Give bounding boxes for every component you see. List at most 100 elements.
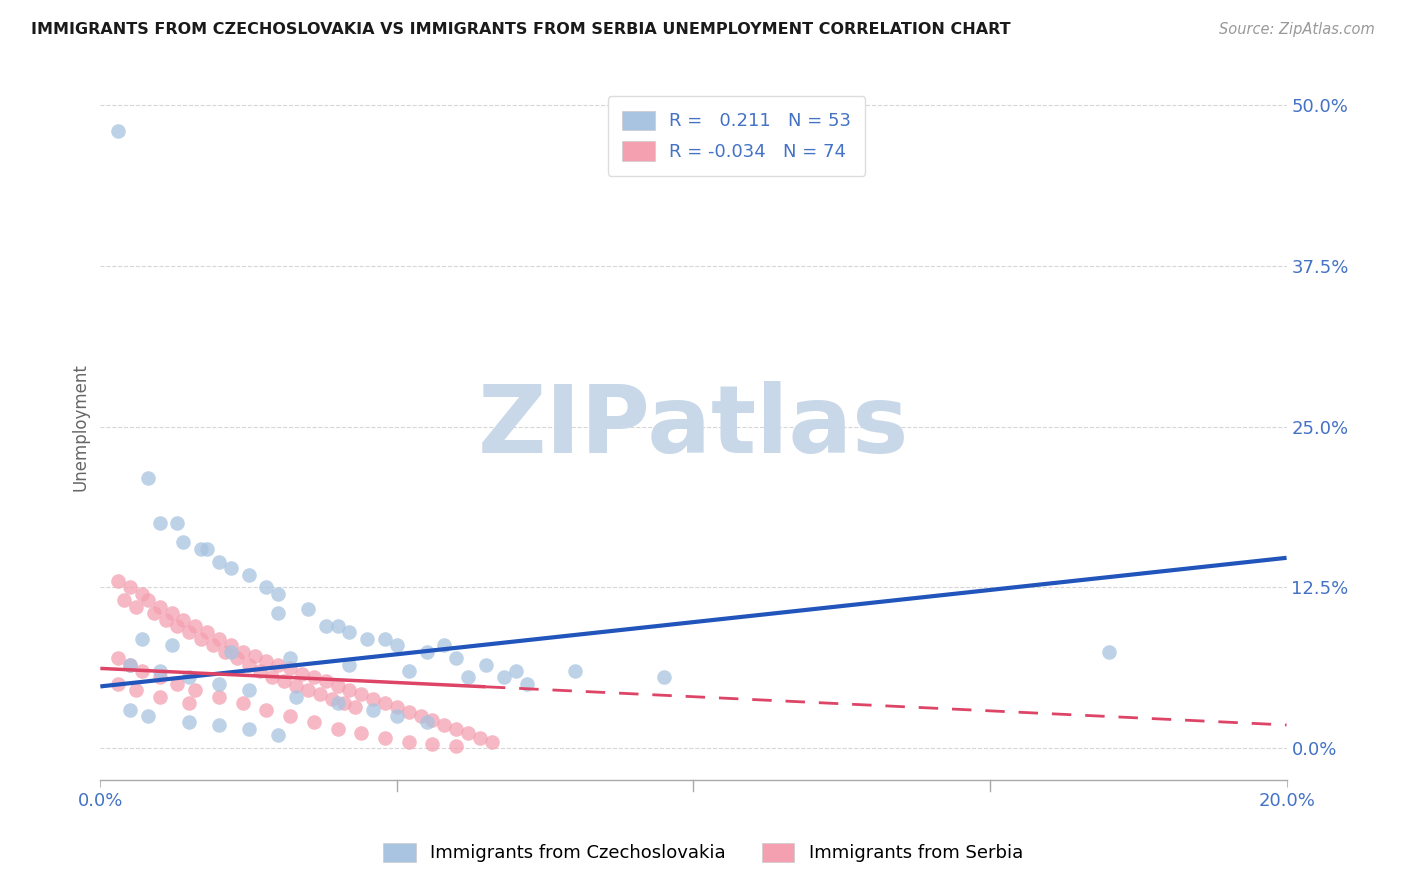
Point (160, 638, 183, 652)
Point (112, 593, 135, 607)
Point (344, 700, 367, 714)
Point (339, 625, 361, 640)
Point (457, 725, 479, 739)
Point (149, 516, 172, 530)
Point (136, 471, 159, 485)
Point (339, 683, 361, 698)
Text: ZIPatlas: ZIPatlas (478, 381, 910, 473)
Point (190, 632, 212, 646)
Point (202, 638, 225, 652)
Point (184, 619, 207, 633)
Point (321, 692, 343, 706)
Point (195, 541, 218, 556)
Point (238, 657, 260, 672)
Point (136, 709, 159, 723)
Point (160, 606, 183, 620)
Point (179, 670, 201, 684)
Point (1098, 645, 1121, 659)
Point (254, 702, 277, 716)
Point (398, 705, 420, 719)
Point (238, 683, 260, 698)
Point (285, 680, 308, 694)
Point (332, 696, 354, 710)
Point (326, 722, 349, 736)
Y-axis label: Unemployment: Unemployment (72, 363, 89, 491)
Point (398, 664, 420, 678)
Point (107, 124, 129, 138)
Point (302, 670, 325, 684)
Point (155, 613, 177, 627)
Point (339, 657, 361, 672)
Point (249, 664, 271, 678)
Point (315, 619, 337, 633)
Point (118, 657, 141, 672)
Point (409, 709, 432, 723)
Point (262, 670, 284, 684)
Point (415, 645, 437, 659)
Point (219, 638, 242, 652)
Point (219, 561, 242, 575)
Point (361, 692, 384, 706)
Text: Source: ZipAtlas.com: Source: ZipAtlas.com (1219, 22, 1375, 37)
Point (118, 581, 141, 595)
Point (214, 645, 236, 659)
Point (422, 737, 444, 751)
Point (374, 696, 396, 710)
Point (385, 700, 408, 714)
Point (254, 581, 277, 595)
Point (505, 664, 527, 678)
Point (267, 587, 290, 601)
Point (125, 599, 148, 614)
Point (225, 651, 247, 665)
Point (291, 666, 314, 681)
Point (208, 632, 231, 646)
Point (308, 687, 330, 701)
Point (238, 567, 260, 582)
Point (326, 619, 349, 633)
Point (107, 574, 129, 588)
Point (297, 602, 319, 616)
Point (208, 718, 231, 732)
Point (350, 725, 373, 739)
Point (131, 587, 153, 601)
Point (267, 657, 290, 672)
Point (385, 709, 408, 723)
Point (118, 657, 141, 672)
Point (195, 625, 218, 640)
Point (232, 645, 254, 659)
Point (172, 613, 194, 627)
Point (433, 638, 456, 652)
Point (457, 670, 479, 684)
Point (444, 739, 467, 753)
Point (131, 632, 153, 646)
Point (179, 625, 201, 640)
Legend: R =   0.211   N = 53, R = -0.034   N = 74: R = 0.211 N = 53, R = -0.034 N = 74 (607, 96, 866, 176)
Point (184, 683, 207, 698)
Point (475, 657, 498, 672)
Point (361, 702, 384, 716)
Point (166, 619, 188, 633)
Point (208, 690, 231, 704)
Text: IMMIGRANTS FROM CZECHOSLOVAKIA VS IMMIGRANTS FROM SERBIA UNEMPLOYMENT CORRELATIO: IMMIGRANTS FROM CZECHOSLOVAKIA VS IMMIGR… (31, 22, 1011, 37)
Point (326, 680, 349, 694)
Point (444, 722, 467, 736)
Point (179, 696, 201, 710)
Point (166, 516, 188, 530)
Point (238, 722, 260, 736)
Point (149, 664, 172, 678)
Point (652, 670, 675, 684)
Point (131, 664, 153, 678)
Point (315, 674, 337, 689)
Point (125, 683, 148, 698)
Point (179, 715, 201, 730)
Point (219, 645, 242, 659)
Point (278, 661, 301, 675)
Point (374, 731, 396, 745)
Point (433, 718, 456, 732)
Point (444, 651, 467, 665)
Point (267, 728, 290, 742)
Point (297, 683, 319, 698)
Point (326, 696, 349, 710)
Point (107, 651, 129, 665)
Point (107, 677, 129, 691)
